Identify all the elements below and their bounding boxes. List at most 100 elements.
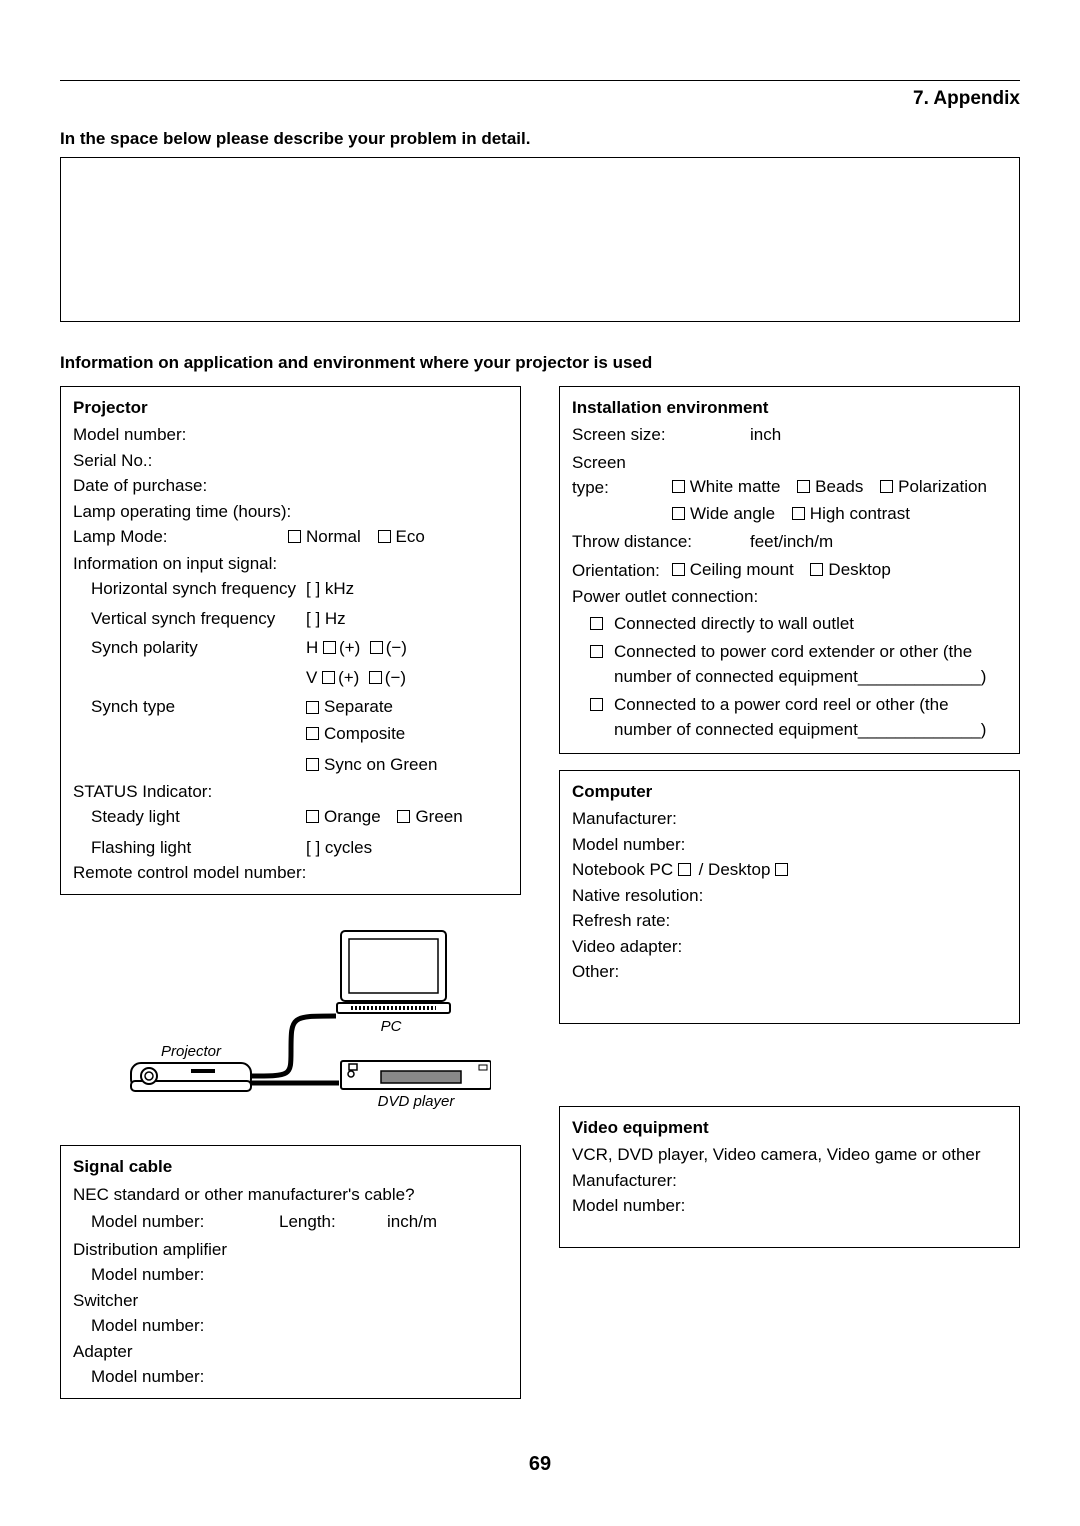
signal-unit: inch/m xyxy=(387,1209,437,1235)
native-label: Native resolution: xyxy=(572,883,1007,909)
computer-title: Computer xyxy=(572,779,1007,805)
connection-diagram: PC Projector DVD player xyxy=(60,921,521,1124)
checkbox-h-minus[interactable] xyxy=(370,641,383,654)
computer-model: Model number: xyxy=(572,832,1007,858)
svg-text:DVD player: DVD player xyxy=(377,1093,455,1110)
pol-h-plus: (+) xyxy=(339,638,360,657)
dist-model: Model number: xyxy=(73,1262,508,1288)
checkbox-high[interactable] xyxy=(792,507,805,520)
flashing-unit: [ ] cycles xyxy=(306,835,508,861)
info-heading: Information on application and environme… xyxy=(60,350,1020,376)
screen-size-label: Screen size: xyxy=(572,422,742,448)
adapter-label: Video adapter: xyxy=(572,934,1007,960)
problem-heading: In the space below please describe your … xyxy=(60,126,1020,152)
eco-label: Eco xyxy=(396,524,425,550)
remote-label: Remote control model number: xyxy=(73,860,508,886)
checkbox-v-minus[interactable] xyxy=(369,671,382,684)
checkbox-h-plus[interactable] xyxy=(323,641,336,654)
white-label: White matte xyxy=(690,474,781,500)
computer-manuf: Manufacturer: xyxy=(572,806,1007,832)
high-label: High contrast xyxy=(810,501,910,527)
checkbox-normal[interactable] xyxy=(288,530,301,543)
checkbox-desktop-pc[interactable] xyxy=(775,863,788,876)
orient-label: Orientation: xyxy=(572,558,667,584)
projector-box: Projector Model number: Serial No.: Date… xyxy=(60,386,521,895)
checkbox-notebook[interactable] xyxy=(678,863,691,876)
lamp-mode-label: Lamp Mode: xyxy=(73,524,288,551)
reel-label: Connected to a power cord reel or other … xyxy=(614,692,1007,743)
signal-title: Signal cable xyxy=(73,1154,508,1180)
inch-label: inch xyxy=(750,422,781,448)
checkbox-reel[interactable] xyxy=(590,698,603,711)
checkbox-beads[interactable] xyxy=(797,480,810,493)
pol-v: V xyxy=(306,668,317,687)
projector-lamp-hours: Lamp operating time (hours): xyxy=(73,499,508,525)
signal-cable-box: Signal cable NEC standard or other manuf… xyxy=(60,1145,521,1399)
projector-model: Model number: xyxy=(73,422,508,448)
status-label: STATUS Indicator: xyxy=(73,779,508,805)
pol-v-minus: (−) xyxy=(385,668,406,687)
pol-h-minus: (−) xyxy=(386,638,407,657)
beads-label: Beads xyxy=(815,474,863,500)
sog-label: Sync on Green xyxy=(324,752,437,778)
wide-label: Wide angle xyxy=(690,501,775,527)
checkbox-white[interactable] xyxy=(672,480,685,493)
desktop-pc-label: / Desktop xyxy=(699,860,771,879)
flashing-label: Flashing light xyxy=(91,835,306,861)
desktop-label: Desktop xyxy=(828,557,890,583)
checkbox-sog[interactable] xyxy=(306,758,319,771)
throw-label: Throw distance: xyxy=(572,529,742,555)
pol-h: H xyxy=(306,638,318,657)
projector-title: Projector xyxy=(73,395,508,421)
checkbox-desktop[interactable] xyxy=(810,563,823,576)
checkbox-orange[interactable] xyxy=(306,810,319,823)
steady-label: Steady light xyxy=(91,804,306,831)
refresh-label: Refresh rate: xyxy=(572,908,1007,934)
input-signal-label: Information on input signal: xyxy=(73,551,508,577)
hfreq-label: Horizontal synch frequency xyxy=(91,576,306,602)
vfreq-label: Vertical synch frequency xyxy=(91,606,306,632)
video-box: Video equipment VCR, DVD player, Video c… xyxy=(559,1106,1020,1248)
signal-dist: Distribution amplifier xyxy=(73,1237,508,1263)
switcher-model: Model number: xyxy=(73,1313,508,1339)
signal-nec: NEC standard or other manufacturer's cab… xyxy=(73,1182,508,1208)
orange-label: Orange xyxy=(324,804,381,830)
sep-label: Separate xyxy=(324,694,393,720)
video-title: Video equipment xyxy=(572,1115,1007,1141)
checkbox-pol[interactable] xyxy=(880,480,893,493)
wall-label: Connected directly to wall outlet xyxy=(614,611,854,637)
signal-switcher: Switcher xyxy=(73,1288,508,1314)
checkbox-eco[interactable] xyxy=(378,530,391,543)
video-manuf: Manufacturer: xyxy=(572,1168,1007,1194)
video-desc: VCR, DVD player, Video camera, Video gam… xyxy=(572,1142,1007,1168)
install-box: Installation environment Screen size: in… xyxy=(559,386,1020,754)
projector-date: Date of purchase: xyxy=(73,473,508,499)
checkbox-separate[interactable] xyxy=(306,701,319,714)
adapter-model: Model number: xyxy=(73,1364,508,1390)
screen-type-label: Screen type: xyxy=(572,450,667,501)
page-number: 69 xyxy=(60,1449,1020,1479)
checkbox-v-plus[interactable] xyxy=(322,671,335,684)
checkbox-wide[interactable] xyxy=(672,507,685,520)
polarity-label: Synch polarity xyxy=(91,635,306,661)
other-label: Other: xyxy=(572,959,1007,985)
ext-label: Connected to power cord extender or othe… xyxy=(614,639,1007,690)
checkbox-ceiling[interactable] xyxy=(672,563,685,576)
ceiling-label: Ceiling mount xyxy=(690,557,794,583)
throw-unit: feet/inch/m xyxy=(750,529,833,555)
problem-description-box[interactable] xyxy=(60,157,1020,322)
checkbox-composite[interactable] xyxy=(306,727,319,740)
checkbox-ext[interactable] xyxy=(590,645,603,658)
signal-model: Model number: xyxy=(91,1209,271,1235)
pol-label: Polarization xyxy=(898,474,987,500)
checkbox-green[interactable] xyxy=(397,810,410,823)
comp-label: Composite xyxy=(324,721,405,747)
signal-adapter: Adapter xyxy=(73,1339,508,1365)
vfreq-unit: [ ] Hz xyxy=(306,606,508,632)
projector-serial: Serial No.: xyxy=(73,448,508,474)
install-title: Installation environment xyxy=(572,395,1007,421)
hfreq-unit: [ ] kHz xyxy=(306,576,508,602)
svg-text:Projector: Projector xyxy=(160,1043,221,1060)
svg-text:PC: PC xyxy=(380,1018,401,1035)
checkbox-wall[interactable] xyxy=(590,617,603,630)
